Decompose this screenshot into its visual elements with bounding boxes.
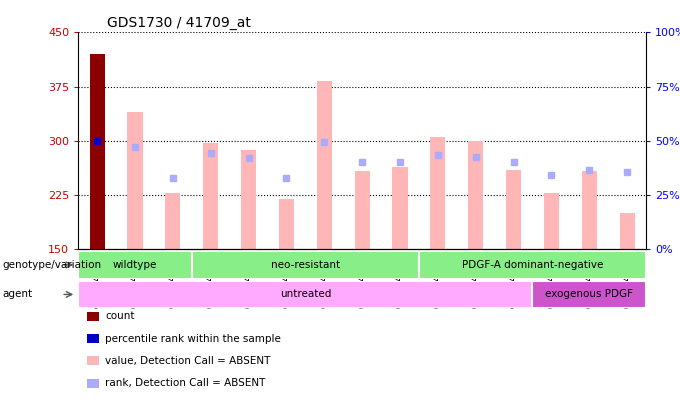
Text: percentile rank within the sample: percentile rank within the sample (105, 334, 282, 343)
Text: untreated: untreated (279, 290, 331, 299)
Text: exogenous PDGF: exogenous PDGF (545, 290, 633, 299)
Bar (165, 193, 180, 249)
Bar (90, 54, 105, 249)
Bar (78, 281, 532, 308)
Text: genotype/variation: genotype/variation (2, 260, 101, 270)
Bar (532, 281, 646, 308)
Text: count: count (105, 311, 135, 321)
Bar (619, 213, 634, 249)
Bar (468, 141, 483, 249)
Text: rank, Detection Call = ABSENT: rank, Detection Call = ABSENT (105, 378, 266, 388)
Bar (78, 251, 192, 279)
Bar (354, 171, 370, 249)
Bar (581, 171, 597, 249)
Bar (192, 251, 419, 279)
Bar (279, 198, 294, 249)
Text: wildtype: wildtype (113, 260, 157, 270)
Bar (127, 112, 143, 249)
Text: agent: agent (2, 290, 32, 299)
Text: GDS1730 / 41709_at: GDS1730 / 41709_at (107, 16, 250, 30)
Text: PDGF-A dominant-negative: PDGF-A dominant-negative (462, 260, 603, 270)
Bar (544, 193, 559, 249)
Text: neo-resistant: neo-resistant (271, 260, 340, 270)
Bar (506, 170, 521, 249)
Bar (392, 167, 407, 249)
Bar (430, 137, 445, 249)
Text: value, Detection Call = ABSENT: value, Detection Call = ABSENT (105, 356, 271, 366)
Bar (317, 81, 332, 249)
Bar (419, 251, 646, 279)
Bar (203, 143, 218, 249)
Bar (241, 150, 256, 249)
